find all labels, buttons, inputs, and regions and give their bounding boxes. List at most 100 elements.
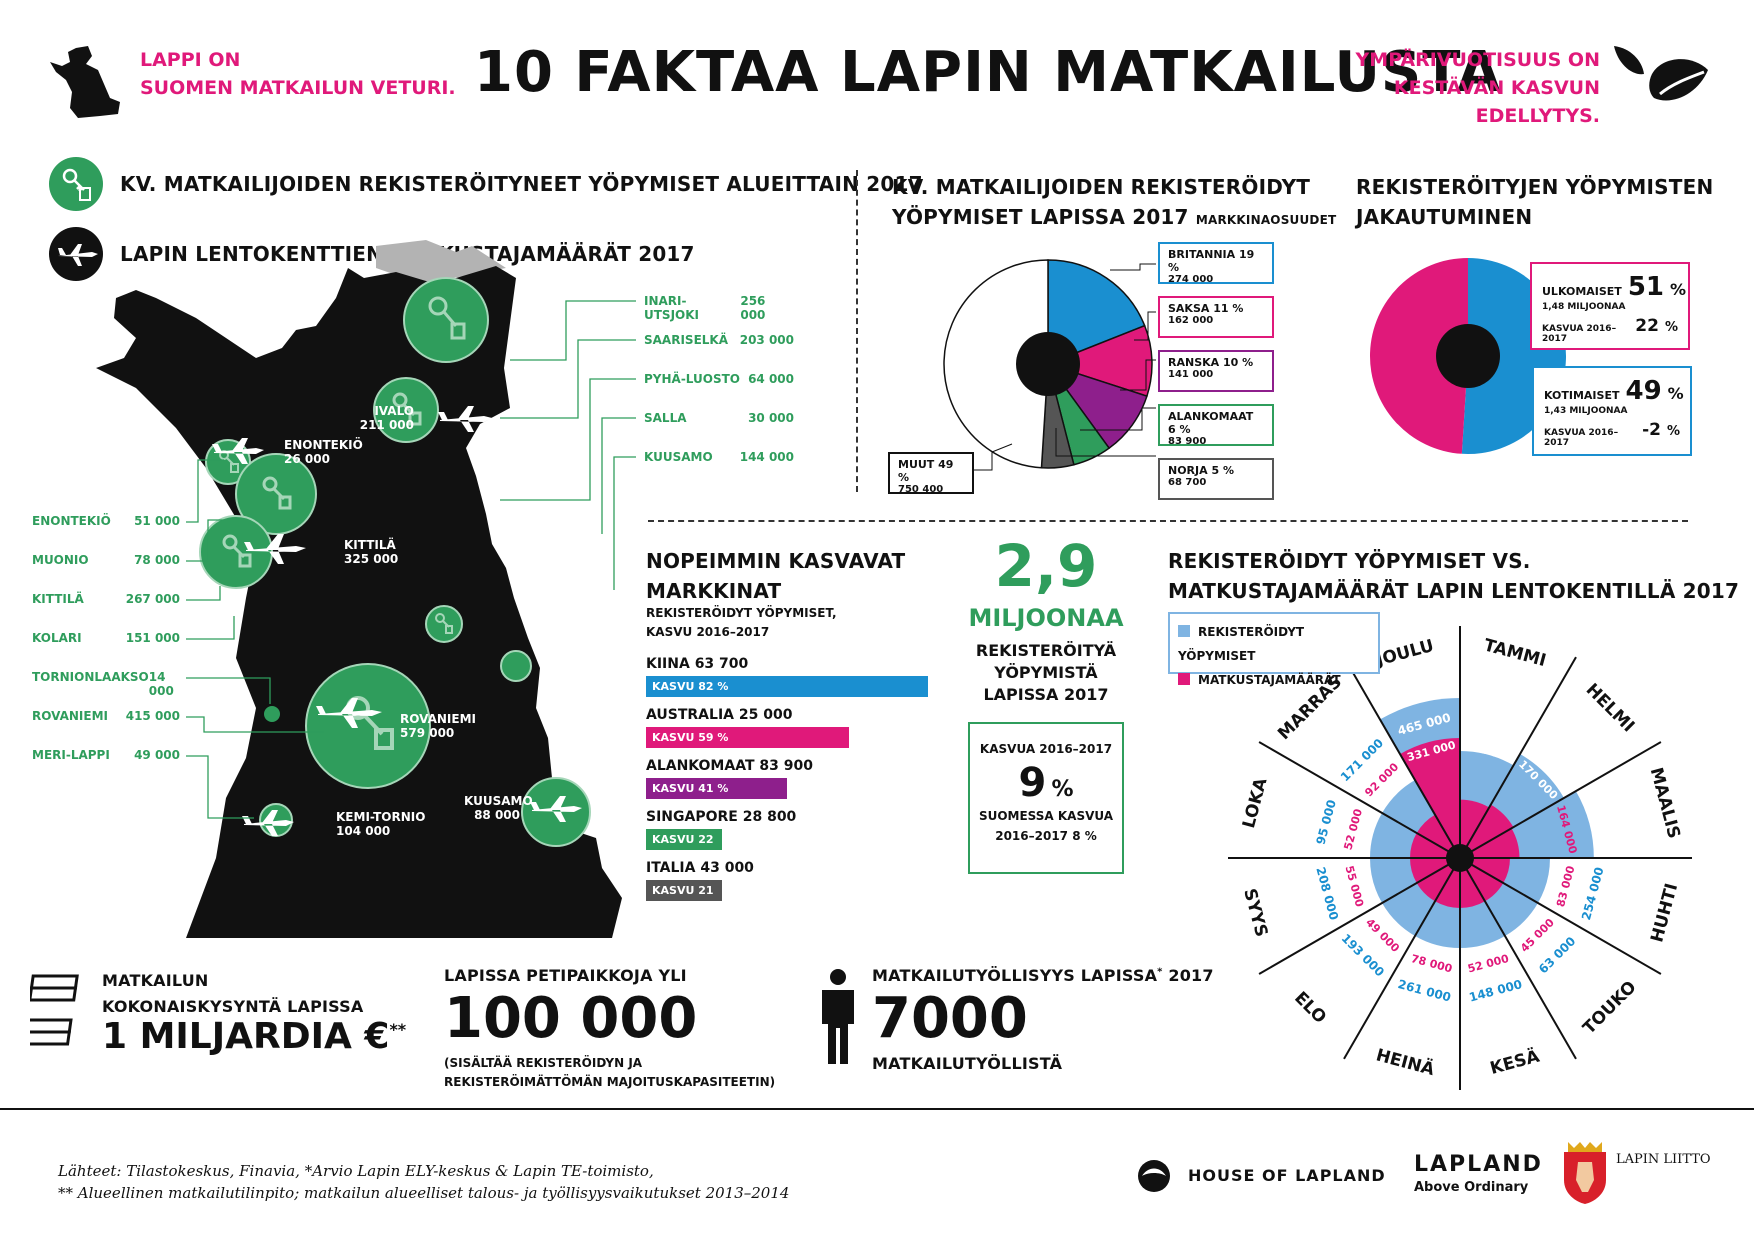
- foreign-growth: 22: [1635, 316, 1659, 336]
- legend-nights-label: REKISTERÖIDYT YÖPYMISET: [1178, 625, 1305, 663]
- radial-spoke: [1459, 857, 1662, 975]
- legend-slice-3: ALANKOMAAT 6 % 83 900: [1158, 404, 1274, 447]
- nights-value: 254 000: [1579, 866, 1607, 922]
- nights-value: 63 000: [1536, 934, 1578, 976]
- tagline-left-line2: SUOMEN MATKAILUN VETURI.: [140, 77, 456, 99]
- market-share-title: KV. MATKAILIJOIDEN REKISTERÖIDYT YÖPYMIS…: [892, 172, 1336, 235]
- region-row: KOLARI 151 000: [32, 631, 180, 670]
- growth-market-row: ALANKOMAAT 83 900 KASVU 41 %: [646, 758, 936, 799]
- region-value: 30 000: [748, 411, 794, 425]
- growth-market-name: AUSTRALIA 25 000: [646, 707, 793, 723]
- jobs-line1: MATKAILUTYÖLLISYYS LAPISSA: [872, 966, 1158, 985]
- region-value: 256 000: [740, 294, 766, 322]
- region-row: KUUSAMO 144 000: [644, 450, 794, 489]
- region-value: 203 000: [739, 333, 794, 347]
- domestic-growth-sign: %: [1666, 424, 1680, 439]
- foreign-amount: 1,48 MILJOONAA: [1542, 302, 1626, 312]
- growth-subtitle: REKISTERÖIDYT YÖPYMISET, KASVU 2016–2017: [646, 604, 837, 642]
- airport-name: KUUSAMO: [464, 794, 533, 808]
- radial-spoke: [1343, 656, 1461, 859]
- foreign-growth-sign: %: [1664, 320, 1678, 335]
- legend-muut: MUUT 49 % 750 400: [888, 452, 974, 495]
- passengers-value: 92 000: [1362, 760, 1401, 799]
- total-box-value: 9: [1018, 760, 1047, 806]
- sources-line1: Lähteet: Tilastokeskus, Finavia, *Arvio …: [58, 1162, 654, 1180]
- legend-passengers-swatch: [1178, 673, 1190, 685]
- pie-slice-1: [1045, 324, 1153, 398]
- month-label: ELO: [1290, 988, 1330, 1028]
- divider-horizontal: [648, 520, 1688, 522]
- region-name: ROVANIEMI: [32, 709, 108, 723]
- region-name: KOLARI: [32, 631, 82, 645]
- plane-icon-ivalo: [438, 406, 492, 432]
- foreign-growth-label: KASVUA 2016–2017: [1542, 324, 1617, 344]
- radial-spoke: [1343, 857, 1461, 1060]
- growth-title-line1: NOPEIMMIN KASVAVAT: [646, 549, 906, 573]
- market-share-title-line1: KV. MATKAILIJOIDEN REKISTERÖIDYT: [892, 175, 1311, 199]
- growth-subtitle-line2: KASVU 2016–2017: [646, 625, 770, 639]
- tagline-left: LAPPI ON SUOMEN MATKAILUN VETURI.: [140, 46, 456, 102]
- house-of-lapland-logo[interactable]: HOUSE OF LAPLAND: [1188, 1166, 1386, 1185]
- airport-name: KEMI-TORNIO: [336, 810, 426, 824]
- market-share-pie: [943, 259, 1153, 469]
- key-circle-inari: [403, 277, 489, 363]
- beds-note-line1: (SISÄLTÄÄ REKISTERÖIDYN JA: [444, 1056, 643, 1070]
- region-value: 78 000: [134, 553, 180, 567]
- lapin-liitto-logo[interactable]: LAPIN LIITTO: [1616, 1152, 1711, 1167]
- tagline-right: YMPÄRIVUOTISUUS ON KESTÄVÄN KASVUN EDELL…: [1290, 46, 1600, 130]
- pie-slice-domestic: [1369, 258, 1468, 454]
- key-icon: [392, 392, 422, 426]
- total-box-finland-line2: 2016–2017 8 %: [995, 829, 1097, 843]
- legend-value: 68 700: [1168, 477, 1207, 488]
- growth-market-name: ALANKOMAAT 83 900: [646, 758, 813, 774]
- radial-spoke: [1459, 656, 1577, 859]
- airport-name: IVALO: [374, 404, 414, 418]
- total-unit: MILJOONAA: [968, 604, 1124, 632]
- lapin-liitto-coat-of-arms-icon: [1564, 1142, 1606, 1204]
- legend-nights-row: REKISTERÖIDYT YÖPYMISET: [1178, 620, 1370, 668]
- region-value: 151 000: [125, 631, 180, 645]
- airport-label-ivalo: IVALO 211 000: [354, 404, 414, 432]
- growth-market-name: KIINA 63 700: [646, 656, 749, 672]
- domestic-amount: 1,43 MILJOONAA: [1544, 406, 1628, 416]
- legend-value: 750 400: [898, 484, 944, 495]
- month-label: TOUKO: [1579, 977, 1640, 1038]
- key-circle-salla: [425, 605, 463, 643]
- month-label: HELMI: [1582, 680, 1639, 737]
- total-desc: REKISTERÖITYÄ YÖPYMISTÄ LAPISSA 2017: [966, 640, 1126, 706]
- passengers-wedge-11: [1416, 814, 1460, 858]
- radial-spoke: [1459, 741, 1662, 859]
- region-row: SAARISELKÄ 203 000: [644, 333, 794, 372]
- region-name: TORNIONLAAKSO: [32, 670, 149, 684]
- legend-slice-2: RANSKA 10 % 141 000: [1158, 350, 1274, 392]
- tagline-left-line1: LAPPI ON: [140, 49, 241, 71]
- legend-label: RANSKA 10 %: [1168, 356, 1254, 369]
- passengers-wedge-5: [1460, 858, 1504, 902]
- passengers-wedge-8: [1416, 858, 1460, 902]
- monthly-legend: REKISTERÖIDYT YÖPYMISET MATKUSTAJAMÄÄRÄT: [1168, 612, 1380, 687]
- growth-bar: KASVU 59 %: [646, 727, 849, 748]
- region-name: KUUSAMO: [644, 450, 713, 464]
- plane-icon-kuusamo: [530, 796, 582, 822]
- legend-value: 162 000: [1168, 315, 1214, 326]
- growth-title-line2: MARKKINAT: [646, 579, 782, 603]
- passengers-value: 52 000: [1466, 952, 1510, 976]
- distribution-title-line2: JAKAUTUMINEN: [1356, 205, 1533, 229]
- month-label: HEINÄ: [1374, 1043, 1438, 1080]
- passengers-value: 83 000: [1554, 864, 1578, 908]
- radial-spoke: [1258, 741, 1461, 859]
- monthly-title-line1: REKISTERÖIDYT YÖPYMISET VS.: [1168, 549, 1531, 573]
- key-icon: [428, 296, 466, 340]
- legend-lodging-label: KV. MATKAILIJOIDEN REKISTERÖITYNEET YÖPY…: [120, 172, 923, 196]
- growth-bars: KIINA 63 700 KASVU 82 % AUSTRALIA 25 000 KA…: [646, 656, 936, 918]
- radial-spoke: [1459, 857, 1577, 1060]
- legend-slice-1: SAKSA 11 % 162 000: [1158, 296, 1274, 338]
- distribution-title: REKISTERÖITYJEN YÖPYMISTEN JAKAUTUMINEN: [1356, 172, 1713, 232]
- jobs-year: 2017: [1162, 966, 1214, 985]
- plane-icon-enontekio: [212, 438, 264, 464]
- plane-icon-rovaniemi: [316, 698, 382, 728]
- growth-subtitle-line1: REKISTERÖIDYT YÖPYMISET,: [646, 606, 837, 620]
- airport-name: KITTILÄ: [344, 538, 396, 552]
- lapland-logo[interactable]: LAPLAND: [1414, 1152, 1543, 1177]
- jobs-value: 7000: [872, 986, 1028, 1051]
